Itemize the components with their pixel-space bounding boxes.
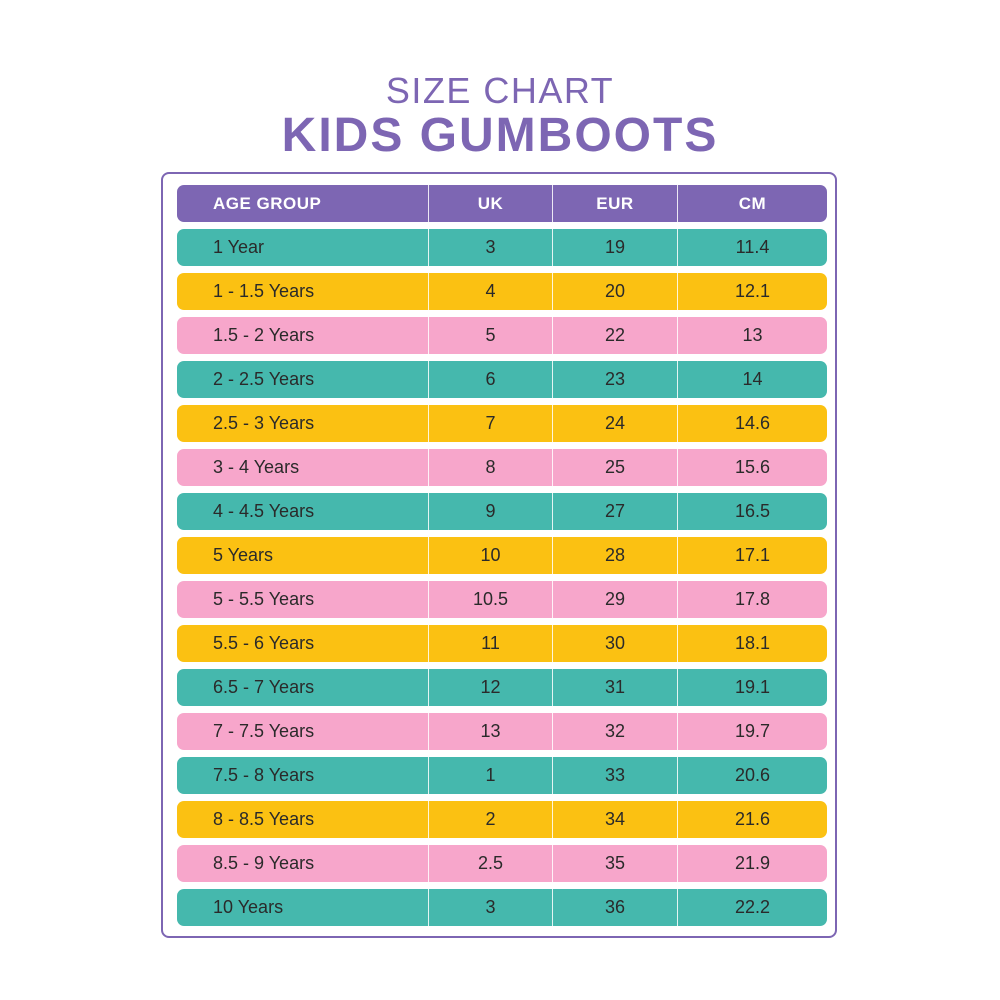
eur-size-cell: 25 [553,449,678,486]
cm-size-cell: 20.6 [734,765,771,785]
table-frame [161,172,837,938]
uk-size-cell: 2.5 [429,845,553,882]
cm-size-cell: 14.6 [734,413,771,433]
table-row: 7 - 7.5 Years 13 32 19.7 [177,713,827,750]
uk-size-cell: 13 [429,713,553,750]
age-group-cell: 1.5 - 2 Years [177,317,429,354]
uk-size-cell: 3 [429,889,553,926]
age-group-cell: 1 - 1.5 Years [177,273,429,310]
eur-size-cell: 19 [553,229,678,266]
table-row: 6.5 - 7 Years 12 31 19.1 [177,669,827,706]
table-row: 8 - 8.5 Years 2 34 21.6 [177,801,827,838]
uk-size-cell: 4 [429,273,553,310]
age-group-cell: 4 - 4.5 Years [177,493,429,530]
table-header-row: AGE GROUP UK EUR CM [177,185,827,222]
header-uk: UK [429,185,553,222]
age-group-cell: 5.5 - 6 Years [177,625,429,662]
uk-size-cell: 1 [429,757,553,794]
age-group-cell: 1 Year [177,229,429,266]
cm-size-cell: 21.9 [734,853,771,873]
eur-size-cell: 22 [553,317,678,354]
table-row: 1 - 1.5 Years 4 20 12.1 [177,273,827,310]
eur-size-cell: 24 [553,405,678,442]
table-row: 5.5 - 6 Years 11 30 18.1 [177,625,827,662]
uk-size-cell: 12 [429,669,553,706]
cm-size-cell: 22.2 [734,897,771,917]
age-group-cell: 2.5 - 3 Years [177,405,429,442]
cm-size-cell: 16.5 [734,501,771,521]
age-group-cell: 8 - 8.5 Years [177,801,429,838]
age-group-cell: 7.5 - 8 Years [177,757,429,794]
age-group-cell: 6.5 - 7 Years [177,669,429,706]
cm-size-cell: 14 [742,369,763,389]
cm-size-cell: 13 [742,325,763,345]
table-row: 3 - 4 Years 8 25 15.6 [177,449,827,486]
table-row: 4 - 4.5 Years 9 27 16.5 [177,493,827,530]
cm-size-cell: 17.8 [734,589,771,609]
table-row: 1.5 - 2 Years 5 22 13 [177,317,827,354]
age-group-cell: 3 - 4 Years [177,449,429,486]
uk-size-cell: 2 [429,801,553,838]
cm-size-cell: 15.6 [734,457,771,477]
eur-size-cell: 33 [553,757,678,794]
uk-size-cell: 11 [429,625,553,662]
eur-size-cell: 31 [553,669,678,706]
uk-size-cell: 8 [429,449,553,486]
header-eur: EUR [553,185,678,222]
cm-size-cell: 19.7 [734,721,771,741]
uk-size-cell: 9 [429,493,553,530]
cm-size-cell: 21.6 [734,809,771,829]
eur-size-cell: 28 [553,537,678,574]
uk-size-cell: 5 [429,317,553,354]
age-group-cell: 8.5 - 9 Years [177,845,429,882]
age-group-cell: 5 - 5.5 Years [177,581,429,618]
eur-size-cell: 35 [553,845,678,882]
table-row: 2 - 2.5 Years 6 23 14 [177,361,827,398]
table-row: 5 - 5.5 Years 10.5 29 17.8 [177,581,827,618]
eur-size-cell: 36 [553,889,678,926]
uk-size-cell: 3 [429,229,553,266]
table-row: 5 Years 10 28 17.1 [177,537,827,574]
eur-size-cell: 27 [553,493,678,530]
size-chart-subtitle: SIZE CHART [385,70,615,111]
table-row: 10 Years 3 36 22.2 [177,889,827,926]
eur-size-cell: 32 [553,713,678,750]
uk-size-cell: 7 [429,405,553,442]
cm-size-cell: 18.1 [734,633,771,653]
eur-size-cell: 30 [553,625,678,662]
cm-size-cell: 19.1 [734,677,771,697]
eur-size-cell: 20 [553,273,678,310]
table-row: 1 Year 3 19 11.4 [177,229,827,266]
uk-size-cell: 10 [429,537,553,574]
eur-size-cell: 23 [553,361,678,398]
uk-size-cell: 6 [429,361,553,398]
age-group-cell: 2 - 2.5 Years [177,361,429,398]
header-age-group: AGE GROUP [177,185,429,222]
age-group-cell: 10 Years [177,889,429,926]
table-row: 8.5 - 9 Years 2.5 35 21.9 [177,845,827,882]
eur-size-cell: 29 [553,581,678,618]
uk-size-cell: 10.5 [429,581,553,618]
eur-size-cell: 34 [553,801,678,838]
age-group-cell: 7 - 7.5 Years [177,713,429,750]
table-row: 2.5 - 3 Years 7 24 14.6 [177,405,827,442]
header-cm: CM [738,193,767,213]
cm-size-cell: 11.4 [735,237,770,257]
age-group-cell: 5 Years [177,537,429,574]
cm-size-cell: 12.1 [734,281,771,301]
page-title: KIDS GUMBOOTS [281,109,719,162]
table-row: 7.5 - 8 Years 1 33 20.6 [177,757,827,794]
cm-size-cell: 17.1 [734,545,771,565]
